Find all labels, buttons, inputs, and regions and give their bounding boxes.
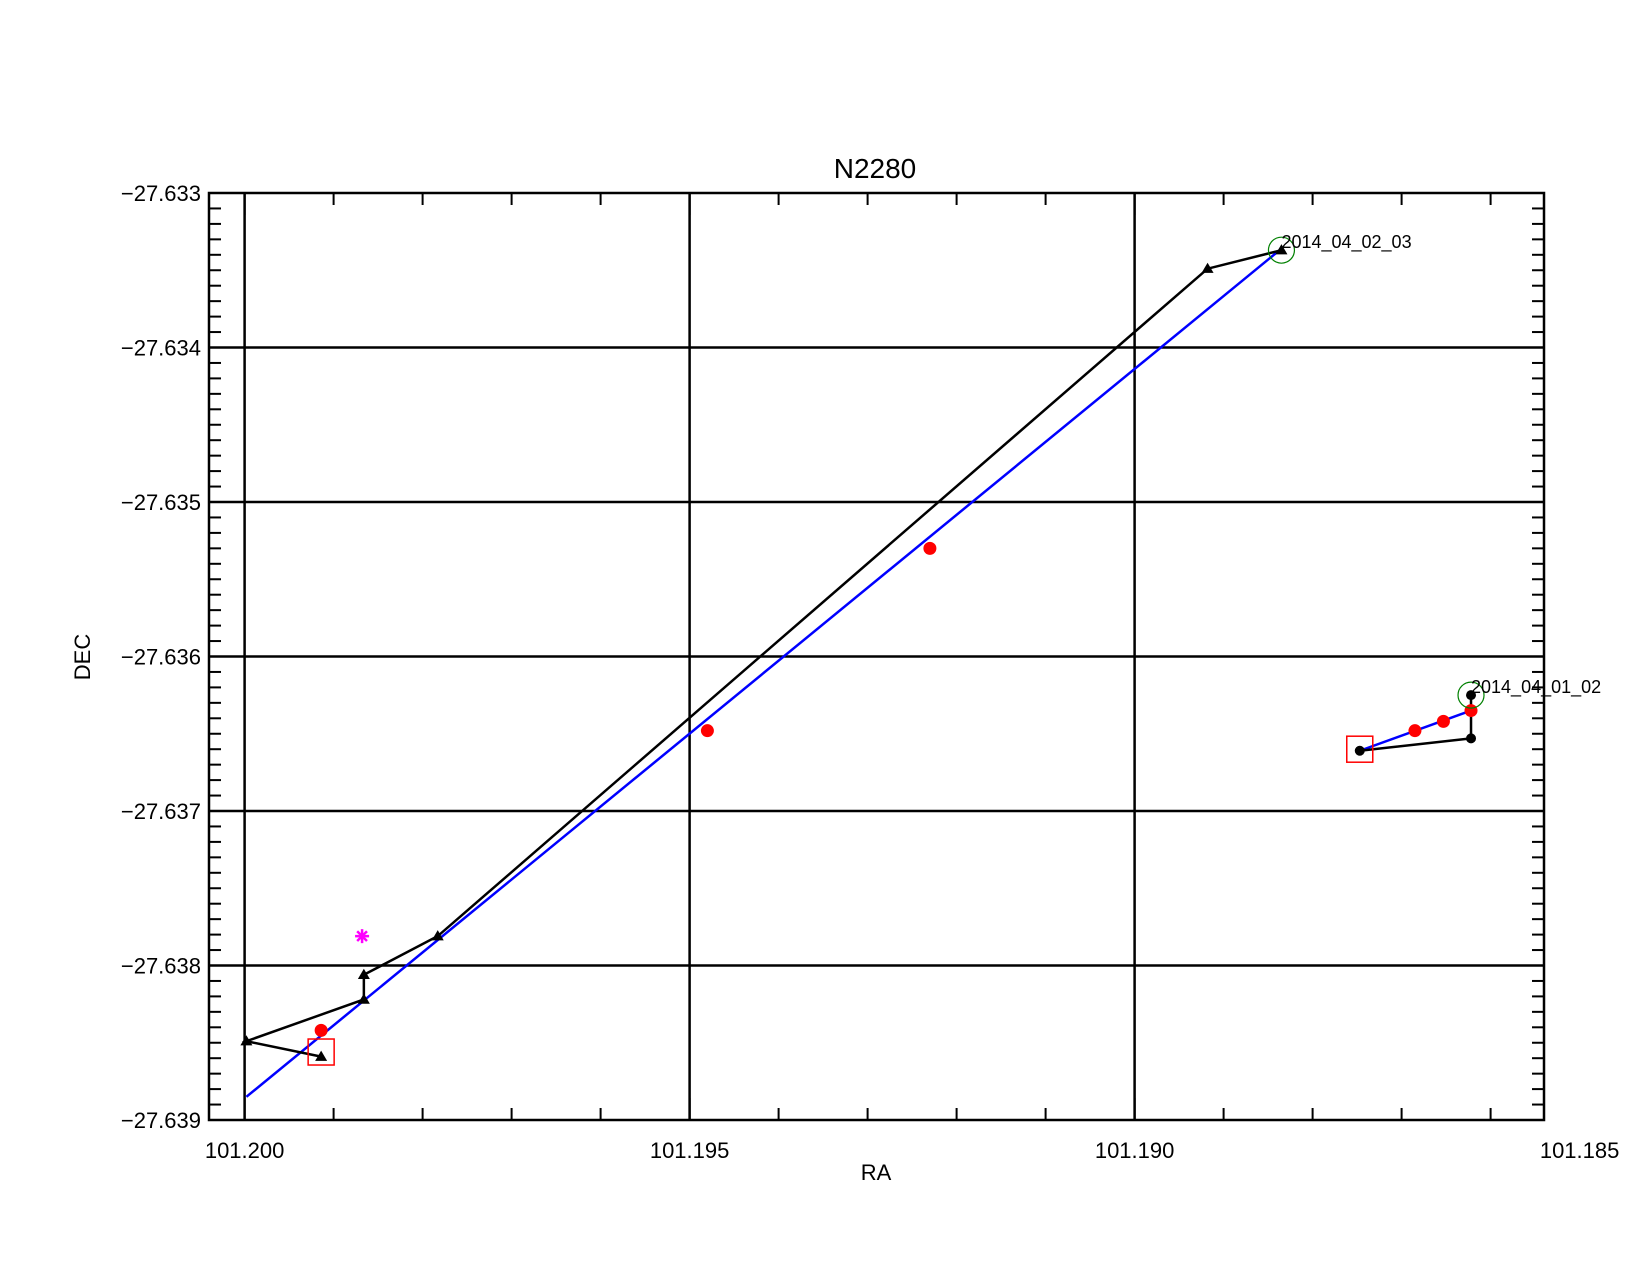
x-tick-label: 101.190 <box>1095 1138 1175 1163</box>
path-point-circle <box>1466 733 1477 744</box>
x-tick-label: 101.195 <box>650 1138 730 1163</box>
plot-area: 2014_04_02_03 2014_04_01_02 <box>240 232 1601 1098</box>
x-axis-title: RA <box>861 1160 892 1185</box>
predicted-point <box>314 1023 328 1037</box>
predicted-point <box>923 541 937 555</box>
path-point-circle <box>1354 745 1365 756</box>
y-axis-title: DEC <box>70 634 95 681</box>
y-tick-label: −27.635 <box>121 490 201 515</box>
observed-path <box>241 248 1282 1058</box>
chart-title: N2280 <box>834 153 917 184</box>
group-label: 2014_04_01_02 <box>1471 677 1601 698</box>
x-tick-label: 101.200 <box>205 1138 285 1163</box>
group-label: 2014_04_02_03 <box>1281 232 1411 253</box>
predicted-point <box>1436 714 1450 728</box>
y-tick-label: −27.634 <box>121 336 201 361</box>
path-point-circle <box>1466 690 1477 701</box>
path-point-triangle <box>315 1050 328 1061</box>
start-square-marker <box>307 1038 335 1066</box>
path-point-triangle <box>1275 244 1288 255</box>
grid-lines <box>209 193 1544 1120</box>
y-tick-label: −27.638 <box>121 954 201 979</box>
y-tick-label: −27.633 <box>121 181 201 206</box>
reference-asterisk <box>355 929 370 944</box>
start-square-marker <box>1346 735 1374 763</box>
path-point-triangle <box>1201 262 1214 273</box>
plot-frame <box>207 191 1546 1122</box>
y-tick-label: −27.636 <box>121 645 201 670</box>
y-tick-label: −27.639 <box>121 1108 201 1133</box>
path-point-triangle <box>357 968 370 979</box>
predicted-point <box>1464 704 1478 718</box>
fit-line <box>245 247 1283 1098</box>
y-tick-label: −27.637 <box>121 799 201 824</box>
observed-path <box>1359 695 1473 752</box>
end-circle-marker <box>1267 236 1296 264</box>
end-circle-marker <box>1457 681 1485 709</box>
tick-labels: 101.200 101.195 101.190 101.185 −27.633 −27.6… <box>121 181 1620 1163</box>
path-point-triangle <box>357 993 370 1004</box>
path-point-triangle <box>240 1035 253 1046</box>
predicted-point <box>1408 724 1422 738</box>
path-point-triangle <box>431 930 444 941</box>
x-tick-label: 101.185 <box>1540 1138 1620 1163</box>
predicted-point <box>700 724 714 738</box>
